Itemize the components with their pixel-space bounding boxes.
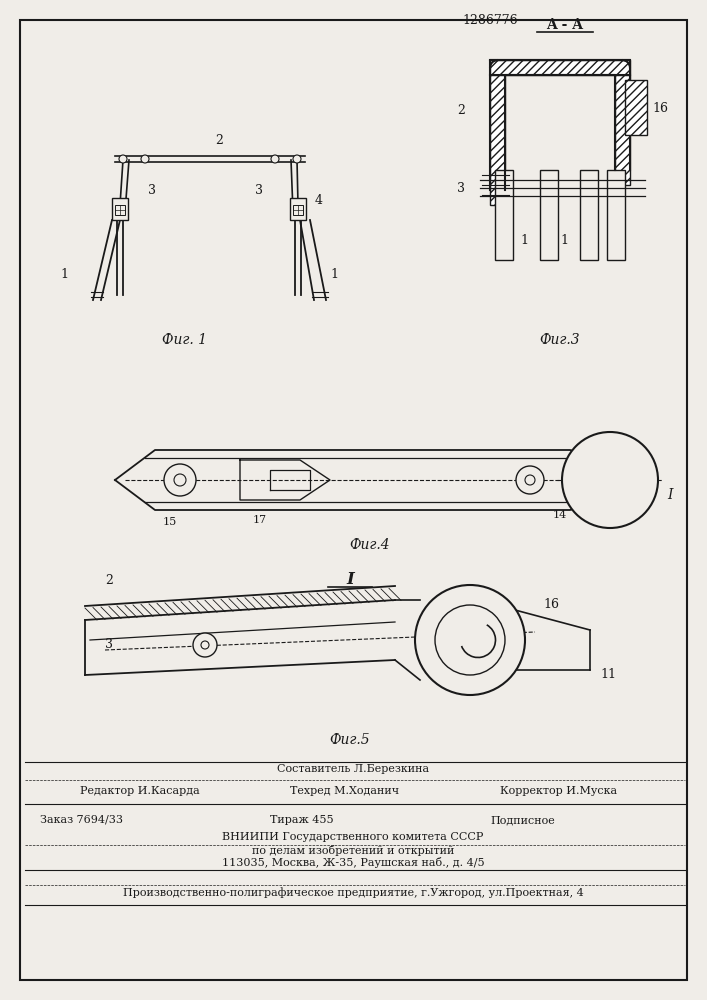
Circle shape [193,633,217,657]
Circle shape [435,605,505,675]
Text: 3: 3 [255,184,263,196]
Bar [490,75,505,205]
Text: Корректор И.Муска: Корректор И.Муска [500,786,617,796]
Text: 14: 14 [553,510,567,520]
Text: 1: 1 [520,233,528,246]
Text: 3: 3 [105,639,113,652]
Bar [112,198,128,220]
Text: 11: 11 [600,668,616,682]
Circle shape [164,464,196,496]
Circle shape [562,432,658,528]
Text: I: I [346,572,354,588]
Text: 1286776: 1286776 [462,13,518,26]
Bar [625,80,647,135]
Bar [615,75,630,185]
Text: 4: 4 [315,194,323,207]
Circle shape [119,155,127,163]
Text: I: I [667,488,673,502]
Text: Техред М.Ходанич: Техред М.Ходанич [290,786,399,796]
Circle shape [271,155,279,163]
Text: Заказ 7694/33: Заказ 7694/33 [40,815,123,825]
Text: Фиг.5: Фиг.5 [329,733,370,747]
Bar [607,170,625,260]
Bar [495,170,513,260]
Text: 16: 16 [652,102,668,114]
Text: 3: 3 [457,182,465,194]
Bar [115,205,125,215]
Circle shape [293,155,301,163]
Circle shape [415,585,525,695]
Bar [540,170,558,260]
Bar [580,170,598,260]
Text: Фиг.4: Фиг.4 [350,538,390,552]
Text: 16: 16 [543,598,559,611]
Text: A - A: A - A [547,18,583,32]
Text: Подписное: Подписное [490,815,555,825]
Text: 1: 1 [330,268,338,282]
Circle shape [141,155,149,163]
Text: 3: 3 [148,184,156,196]
Text: ВНИИПИ Государственного комитета СССР: ВНИИПИ Государственного комитета СССР [222,832,484,842]
Text: по делам изобретений и открытий: по делам изобретений и открытий [252,844,454,856]
Circle shape [174,474,186,486]
Circle shape [201,641,209,649]
Text: 2: 2 [105,574,113,586]
Text: 1: 1 [60,268,68,282]
Text: Составитель Л.Березкина: Составитель Л.Березкина [277,764,429,774]
Text: Производственно-полиграфическое предприятие, г.Ужгород, ул.Проектная, 4: Производственно-полиграфическое предприя… [122,888,583,898]
Circle shape [525,475,535,485]
Text: 15: 15 [163,517,177,527]
Text: Тираж 455: Тираж 455 [270,815,334,825]
Text: Фиг.3: Фиг.3 [539,333,580,347]
Circle shape [516,466,544,494]
Bar [290,198,306,220]
Bar [293,205,303,215]
Text: 113035, Москва, Ж-35, Раушская наб., д. 4/5: 113035, Москва, Ж-35, Раушская наб., д. … [222,857,484,868]
Bar [490,60,630,75]
Text: Фиг. 1: Фиг. 1 [163,333,207,347]
Text: 2: 2 [215,133,223,146]
Text: 1: 1 [560,233,568,246]
Text: Редактор И.Касарда: Редактор И.Касарда [80,786,200,796]
Text: 2: 2 [457,104,465,116]
Text: 17: 17 [253,515,267,525]
